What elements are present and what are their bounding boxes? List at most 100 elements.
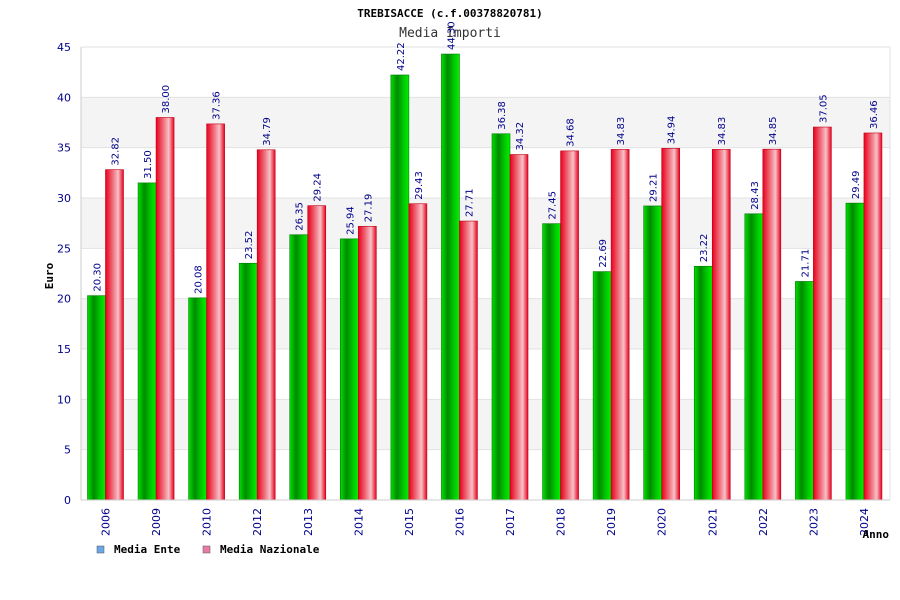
data-label: 34.94 bbox=[667, 116, 678, 145]
x-tick-label: 2014 bbox=[352, 508, 365, 536]
x-tick-label: 2023 bbox=[807, 508, 820, 536]
data-label: 27.19 bbox=[363, 194, 374, 223]
bar-media-ente-2020 bbox=[643, 205, 662, 501]
x-tick-label: 2017 bbox=[504, 508, 517, 536]
data-labels: 20.30 32.82 31.50 38.00 20.08 37.36 23.52 34.79… bbox=[93, 21, 880, 293]
data-label: 29.21 bbox=[649, 173, 660, 202]
x-tick-label: 2010 bbox=[201, 508, 214, 536]
bar-media-nazionale-2009 bbox=[155, 117, 175, 501]
data-label: 27.45 bbox=[548, 191, 559, 220]
x-tick-label: 2024 bbox=[858, 508, 871, 536]
bar-media-ente-2024 bbox=[845, 202, 865, 501]
bar-media-nazionale-2013 bbox=[307, 205, 327, 501]
bar-media-nazionale-2014 bbox=[358, 225, 377, 501]
data-label: 34.83 bbox=[616, 117, 627, 146]
x-tick-label: 2016 bbox=[453, 508, 466, 536]
data-label: 34.79 bbox=[262, 117, 273, 146]
data-label: 23.22 bbox=[699, 234, 710, 263]
x-tick-label: 2009 bbox=[150, 508, 163, 536]
y-tick-labels: 0 5 10 15 20 25 30 35 40 45 bbox=[57, 41, 71, 507]
bars bbox=[87, 53, 883, 501]
axes bbox=[80, 46, 891, 501]
chart-title: TREBISACCE (c.f.00378820781) bbox=[357, 7, 542, 20]
bar-media-ente-2006 bbox=[87, 295, 106, 501]
legend-swatch-media-nazionale bbox=[202, 545, 211, 554]
data-label: 44.30 bbox=[446, 21, 457, 50]
y-tick-label: 5 bbox=[64, 444, 71, 457]
data-label: 34.85 bbox=[768, 117, 779, 146]
data-label: 42.22 bbox=[396, 42, 407, 71]
y-tick-label: 45 bbox=[57, 41, 71, 54]
data-label: 20.08 bbox=[194, 265, 205, 294]
bar-media-nazionale-2012 bbox=[256, 149, 276, 501]
data-label: 34.32 bbox=[515, 122, 526, 151]
bar-media-nazionale-2021 bbox=[711, 149, 731, 501]
data-label: 34.83 bbox=[717, 117, 728, 146]
data-label: 37.36 bbox=[212, 91, 223, 120]
data-label: 29.49 bbox=[851, 170, 862, 199]
x-tick-label: 2018 bbox=[555, 508, 568, 536]
data-label: 20.30 bbox=[93, 263, 104, 292]
bar-media-nazionale-2020 bbox=[661, 147, 680, 501]
bar-media-ente-2016 bbox=[441, 53, 460, 501]
bar-media-nazionale-2019 bbox=[610, 149, 630, 501]
data-label: 21.71 bbox=[800, 249, 811, 278]
bar-media-nazionale-2006 bbox=[105, 169, 124, 501]
bar-media-ente-2015 bbox=[390, 74, 410, 501]
chart-subtitle: Media Importi bbox=[399, 26, 501, 41]
y-tick-label: 15 bbox=[57, 343, 71, 356]
bar-media-nazionale-2018 bbox=[560, 150, 579, 501]
y-tick-label: 35 bbox=[57, 142, 71, 155]
legend-swatch-media-ente bbox=[96, 545, 105, 554]
y-tick-label: 40 bbox=[57, 91, 71, 104]
y-axis-label: Euro bbox=[43, 262, 56, 289]
x-tick-label: 2015 bbox=[403, 508, 416, 536]
bar-media-nazionale-2017 bbox=[509, 154, 529, 501]
bar-media-ente-2021 bbox=[693, 265, 713, 501]
bar-media-nazionale-2016 bbox=[459, 220, 478, 501]
legend-label-media-nazionale: Media Nazionale bbox=[220, 543, 320, 556]
bar-media-ente-2012 bbox=[238, 262, 258, 501]
bar-media-nazionale-2023 bbox=[813, 126, 832, 501]
data-label: 34.68 bbox=[566, 118, 577, 147]
data-label: 22.69 bbox=[598, 239, 609, 268]
x-tick-label: 2013 bbox=[302, 508, 315, 536]
x-tick-label: 2006 bbox=[100, 508, 113, 536]
data-label: 27.71 bbox=[464, 188, 475, 217]
x-tick-label: 2021 bbox=[706, 508, 719, 536]
bar-media-ente-2014 bbox=[340, 238, 359, 501]
bar-media-ente-2018 bbox=[542, 223, 561, 501]
bar-media-ente-2022 bbox=[744, 213, 764, 501]
bar-media-nazionale-2024 bbox=[863, 132, 883, 501]
data-label: 36.38 bbox=[497, 101, 508, 130]
x-tick-label: 2019 bbox=[605, 508, 618, 536]
data-label: 25.94 bbox=[345, 206, 356, 235]
data-label: 38.00 bbox=[161, 85, 172, 114]
y-tick-label: 20 bbox=[57, 293, 71, 306]
bar-media-nazionale-2022 bbox=[762, 148, 782, 501]
legend: Media Ente Media Nazionale bbox=[96, 543, 320, 556]
x-tick-label: 2022 bbox=[757, 508, 770, 536]
data-label: 26.35 bbox=[295, 202, 306, 231]
data-label: 37.05 bbox=[818, 94, 829, 123]
bar-media-ente-2009 bbox=[137, 182, 157, 501]
x-tick-label: 2012 bbox=[251, 508, 264, 536]
data-label: 29.43 bbox=[414, 171, 425, 200]
y-tick-label: 0 bbox=[64, 494, 71, 507]
legend-label-media-ente: Media Ente bbox=[114, 543, 181, 556]
y-tick-label: 10 bbox=[57, 393, 71, 406]
data-label: 29.24 bbox=[313, 173, 324, 202]
bar-media-ente-2017 bbox=[491, 133, 511, 501]
bar-media-nazionale-2015 bbox=[408, 203, 428, 501]
data-label: 32.82 bbox=[111, 137, 122, 166]
data-label: 28.43 bbox=[750, 181, 761, 210]
bar-media-ente-2023 bbox=[795, 281, 814, 501]
bar-media-nazionale-2010 bbox=[206, 123, 225, 501]
y-tick-label: 25 bbox=[57, 242, 71, 255]
x-tick-label: 2020 bbox=[656, 508, 669, 536]
x-tick-labels: 2006 2009 2010 2012 2013 2014 2015 2016 2017 2018… bbox=[100, 508, 871, 536]
bar-media-ente-2010 bbox=[188, 297, 207, 501]
y-tick-label: 30 bbox=[57, 192, 71, 205]
data-label: 23.52 bbox=[244, 231, 255, 260]
